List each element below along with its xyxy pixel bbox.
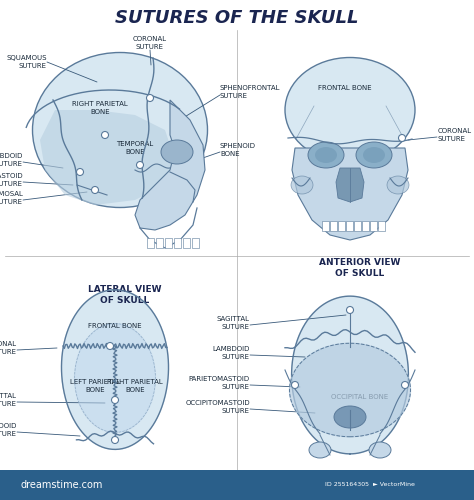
Bar (354, 221, 361, 231)
Bar (174, 238, 181, 248)
Bar (378, 221, 385, 231)
Text: LAMBDOID
SUTURE: LAMBDOID SUTURE (0, 423, 17, 437)
Polygon shape (40, 110, 175, 205)
Circle shape (107, 342, 113, 349)
Circle shape (91, 186, 99, 194)
Polygon shape (292, 296, 409, 454)
Text: ID 255164305  ► VectorMine: ID 255164305 ► VectorMine (325, 482, 415, 488)
Ellipse shape (387, 176, 409, 194)
Ellipse shape (315, 147, 337, 163)
Text: LATERAL VIEW
OF SKULL: LATERAL VIEW OF SKULL (88, 285, 162, 305)
Text: CORONAL
SUTURE: CORONAL SUTURE (0, 341, 17, 355)
Text: dreamstime.com: dreamstime.com (21, 480, 103, 490)
Polygon shape (336, 168, 364, 202)
Bar (338, 221, 345, 231)
Text: SAGITTAL
SUTURE: SAGITTAL SUTURE (0, 393, 17, 407)
Text: SAGITTAL
SUTURE: SAGITTAL SUTURE (217, 316, 250, 330)
Ellipse shape (334, 406, 366, 428)
Circle shape (111, 396, 118, 404)
Bar (0, 470, 474, 500)
Text: CORONAL
SUTURE: CORONAL SUTURE (438, 128, 472, 142)
Ellipse shape (309, 442, 331, 458)
Text: OCCIPITAL BONE: OCCIPITAL BONE (331, 394, 389, 400)
Bar (192, 238, 199, 248)
Circle shape (292, 382, 299, 388)
Bar (322, 221, 329, 231)
Text: SPHENOFRONTAL
SUTURE: SPHENOFRONTAL SUTURE (220, 85, 281, 99)
Text: SUTURES OF THE SKULL: SUTURES OF THE SKULL (115, 9, 359, 27)
Ellipse shape (356, 142, 392, 168)
Circle shape (401, 382, 409, 388)
Text: RIGHT PARIETAL
BONE: RIGHT PARIETAL BONE (107, 379, 163, 393)
Text: SPHENOSQUAMOSAL
SUTURE: SPHENOSQUAMOSAL SUTURE (0, 191, 23, 205)
Polygon shape (62, 290, 168, 450)
Bar (156, 238, 163, 248)
Circle shape (111, 436, 118, 444)
Circle shape (146, 94, 154, 102)
Bar (346, 221, 353, 231)
Bar (370, 221, 377, 231)
Ellipse shape (363, 147, 385, 163)
Ellipse shape (291, 176, 313, 194)
Polygon shape (135, 100, 205, 230)
Polygon shape (74, 324, 155, 432)
Polygon shape (290, 344, 410, 437)
Circle shape (76, 168, 83, 175)
Ellipse shape (161, 140, 193, 164)
Text: LAMBDOID
SUTURE: LAMBDOID SUTURE (0, 153, 23, 167)
Text: SPHENOID
BONE: SPHENOID BONE (220, 143, 256, 157)
Text: POSTERIOR VIEW
OF SKULL: POSTERIOR VIEW OF SKULL (316, 473, 404, 493)
Circle shape (101, 132, 109, 138)
Ellipse shape (33, 52, 208, 208)
Text: LEFT PARIETAL
BONE: LEFT PARIETAL BONE (70, 379, 120, 393)
Text: ANTERIOR VIEW
OF SKULL: ANTERIOR VIEW OF SKULL (319, 258, 401, 278)
Text: OCCIPITOMASTOID
SUTURE: OCCIPITOMASTOID SUTURE (0, 174, 23, 186)
Ellipse shape (369, 442, 391, 458)
Circle shape (399, 134, 405, 141)
Ellipse shape (285, 58, 415, 162)
Text: PARIETOMASTOID
SUTURE: PARIETOMASTOID SUTURE (189, 376, 250, 390)
Bar (165, 238, 172, 248)
Polygon shape (292, 148, 408, 240)
Text: TEMPORAL
BONE: TEMPORAL BONE (117, 141, 154, 155)
Bar (330, 221, 337, 231)
Text: LAMBDOID
SUTURE: LAMBDOID SUTURE (213, 346, 250, 360)
Text: OCCIPITOMASTOID
SUTURE: OCCIPITOMASTOID SUTURE (185, 400, 250, 414)
Circle shape (346, 306, 354, 314)
Text: SUPERIOR VIEW
OF SKULL: SUPERIOR VIEW OF SKULL (84, 473, 165, 493)
Text: FRONTAL BONE: FRONTAL BONE (318, 85, 372, 91)
Ellipse shape (308, 142, 344, 168)
Text: RIGHT PARIETAL
BONE: RIGHT PARIETAL BONE (72, 101, 128, 115)
Bar (362, 221, 369, 231)
Text: SQUAMOUS
SUTURE: SQUAMOUS SUTURE (7, 55, 47, 68)
Text: FRONTAL BONE: FRONTAL BONE (88, 323, 142, 329)
Bar (183, 238, 190, 248)
Circle shape (137, 162, 144, 168)
Bar (147, 238, 154, 248)
Text: CORONAL
SUTURE: CORONAL SUTURE (133, 36, 167, 50)
